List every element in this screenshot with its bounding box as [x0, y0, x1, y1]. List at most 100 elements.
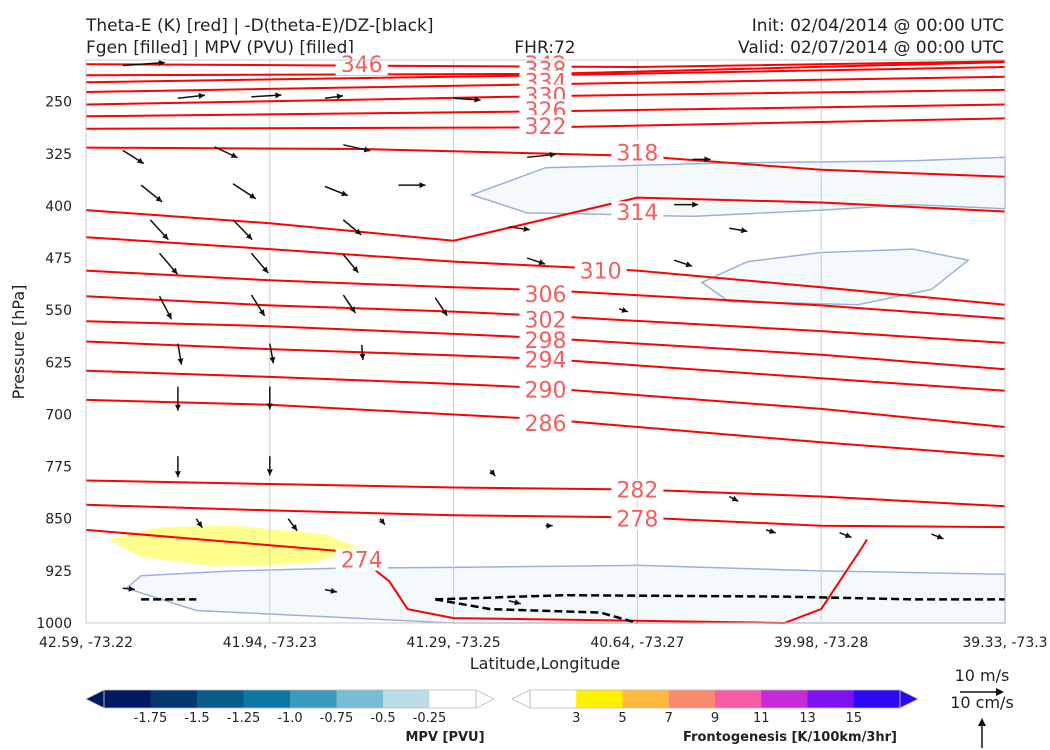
plot-frame: [85, 59, 1006, 624]
wind-vector-arrowhead: [704, 156, 711, 163]
wind-vector-arrowhead: [441, 309, 448, 316]
wind-vector-arrowhead: [378, 518, 385, 525]
wind-vector-arrowhead: [336, 93, 343, 100]
colorbar-left-extension: [85, 689, 105, 709]
wind-vector-arrowhead: [275, 92, 282, 99]
colorbar-tick-label: 5: [618, 711, 626, 726]
wind-vector-arrowhead: [740, 227, 748, 234]
wind-vector-arrowhead: [171, 267, 178, 275]
wind-vector-arrowhead: [692, 201, 699, 208]
contour-label-background: [611, 201, 664, 224]
wind-vector-arrowhead: [546, 522, 553, 529]
colorbar-tick-label: -0.25: [413, 711, 447, 726]
contour-label-310: 310: [580, 260, 622, 285]
wind-vector-arrowhead: [489, 469, 496, 477]
wind-vector-arrowhead: [538, 259, 546, 265]
colorbar-segment: [104, 690, 151, 708]
theta-e-contour-310: [85, 236, 1006, 306]
wind-vector-arrowhead: [352, 266, 359, 273]
filled-contours: [108, 156, 1006, 624]
wind-vector-arrowhead: [359, 353, 366, 360]
wind-vector-arrowhead: [262, 266, 269, 273]
colorbar-segment: [715, 690, 762, 708]
x-tick-label: 41.29, -73.25: [407, 635, 501, 651]
colorbar-segment: [530, 690, 577, 708]
fgen-colorbar: 3 5 7 9 11 13 15: [511, 689, 919, 726]
wind-vector-arrowhead: [177, 358, 184, 365]
theta-e-contour-282: [85, 479, 1006, 508]
theta-e-contour-306: [85, 269, 1006, 320]
vector-key-vertical-label: 10 cm/s: [950, 693, 1014, 712]
contour-label-background: [335, 548, 388, 571]
y-axis-label: Pressure [hPa]: [9, 285, 28, 400]
colorbar-tick-label: -0.5: [370, 711, 395, 726]
plot-area: 3463423383343303263223183143103063022982…: [85, 53, 1006, 625]
wind-vector-arrowhead: [155, 195, 163, 202]
wind-vector-arrowhead: [245, 233, 253, 240]
vector-key: 10 m/s 10 cm/s: [950, 666, 1014, 748]
wind-vector-arrowhead: [474, 96, 481, 103]
colorbar-tick-label: -1.0: [277, 711, 302, 726]
colorbar-tick-label: -0.75: [320, 711, 354, 726]
theta-e-contour-274: [85, 528, 868, 625]
theta-e-contour-286: [85, 398, 1006, 458]
wind-vector-arrowhead: [266, 403, 273, 410]
wind-vector-arrowhead: [269, 356, 276, 364]
dthetae-dz-contour: [435, 593, 1005, 601]
theta-e-contour-298: [85, 320, 1006, 371]
colorbar-tick-label: -1.5: [184, 711, 209, 726]
vector-key-horizontal-label: 10 m/s: [955, 666, 1010, 685]
contour-label-background: [519, 115, 572, 138]
x-axis-label: Latitude,Longitude: [470, 654, 621, 673]
vector-key-vertical-arrowhead: [978, 718, 986, 726]
wind-vector-arrowhead: [137, 157, 144, 164]
y-tick-label: 925: [45, 564, 72, 580]
contour-label-background: [519, 378, 572, 401]
colorbar-segment: [622, 690, 670, 708]
contour-label-background: [519, 283, 572, 306]
y-tick-label: 250: [45, 95, 72, 111]
contour-label-282: 282: [616, 479, 658, 504]
wind-vector-arrowhead: [166, 312, 172, 320]
wind-vector-arrowhead: [769, 528, 776, 534]
mpv-colorbar: -1.75 -1.5 -1.25 -1.0 -0.75 -0.5 -0.25: [85, 689, 495, 726]
mpv-fill-region: [124, 564, 1006, 624]
theta-e-contour-314: [85, 196, 1006, 242]
wind-vector-arrowhead: [230, 152, 238, 158]
theta-e-contour-346: [85, 60, 1006, 69]
wind-vector-arrowhead: [621, 307, 628, 313]
theta-e-contour-278: [85, 503, 1006, 529]
dthetae-dz-contours: [141, 593, 1005, 625]
colorbar-tick-label: 9: [711, 711, 719, 726]
vector-key-horizontal-arrowhead: [996, 688, 1004, 696]
theta-e-contour-290: [85, 369, 1006, 428]
wind-vector-arrowhead: [731, 495, 739, 502]
colorbar-segment: [853, 690, 901, 708]
colorbar-right-extension: [475, 689, 495, 709]
wind-vector-arrowhead: [196, 521, 203, 528]
contour-label-background: [519, 329, 572, 352]
colorbar-tick-label: 15: [845, 711, 862, 726]
y-tick-label: 475: [45, 251, 72, 267]
x-tick-label: 41.94, -73.23: [223, 635, 317, 651]
contour-label-302: 302: [525, 308, 567, 333]
colorbar-segment: [807, 690, 855, 708]
colorbar-left-extension: [511, 689, 531, 709]
wind-vector-arrowhead: [936, 533, 944, 540]
y-tick-label: 625: [45, 355, 72, 371]
theta-e-contour-302: [85, 295, 1006, 344]
title-right-line2: Valid: 02/07/2014 @ 00:00 UTC: [738, 38, 1004, 58]
title-center: FHR:72: [514, 38, 575, 58]
colorbar-frame: [529, 689, 901, 709]
colorbar-segment: [150, 690, 198, 708]
contour-label-background: [335, 53, 388, 76]
x-tick-label: 39.33, -73.3: [962, 635, 1047, 651]
x-tick-label: 39.98, -73.28: [774, 635, 868, 651]
x-tick-label: 42.59, -73.22: [39, 635, 133, 651]
colorbar-frame: [103, 689, 477, 709]
contour-label-294: 294: [525, 349, 567, 374]
fgen-fill-region: [108, 525, 362, 566]
colorbar-segment: [243, 690, 291, 708]
colorbar-tick-label: -1.75: [134, 711, 168, 726]
mpv-colorbar-title: MPV [PVU]: [405, 730, 484, 745]
